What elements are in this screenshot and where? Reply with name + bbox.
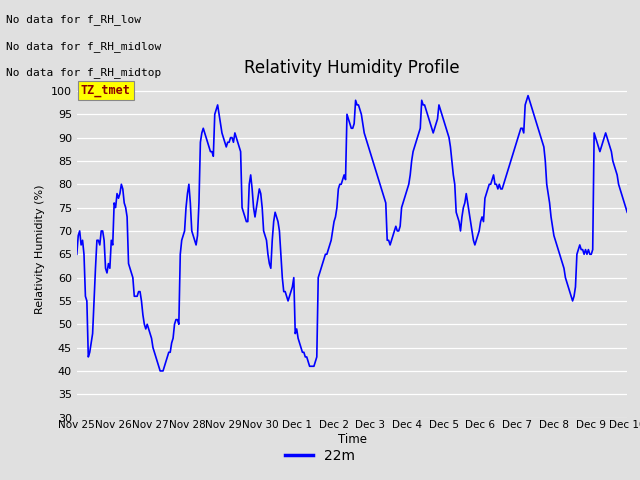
Text: TZ_tmet: TZ_tmet	[81, 84, 131, 97]
Text: No data for f_RH_midtop: No data for f_RH_midtop	[6, 67, 162, 78]
Legend: 22m: 22m	[280, 443, 360, 468]
Text: No data for f_RH_low: No data for f_RH_low	[6, 14, 141, 25]
X-axis label: Time: Time	[337, 433, 367, 446]
Y-axis label: Relativity Humidity (%): Relativity Humidity (%)	[35, 185, 45, 314]
Text: No data for f_RH_midlow: No data for f_RH_midlow	[6, 41, 162, 52]
Title: Relativity Humidity Profile: Relativity Humidity Profile	[244, 59, 460, 77]
